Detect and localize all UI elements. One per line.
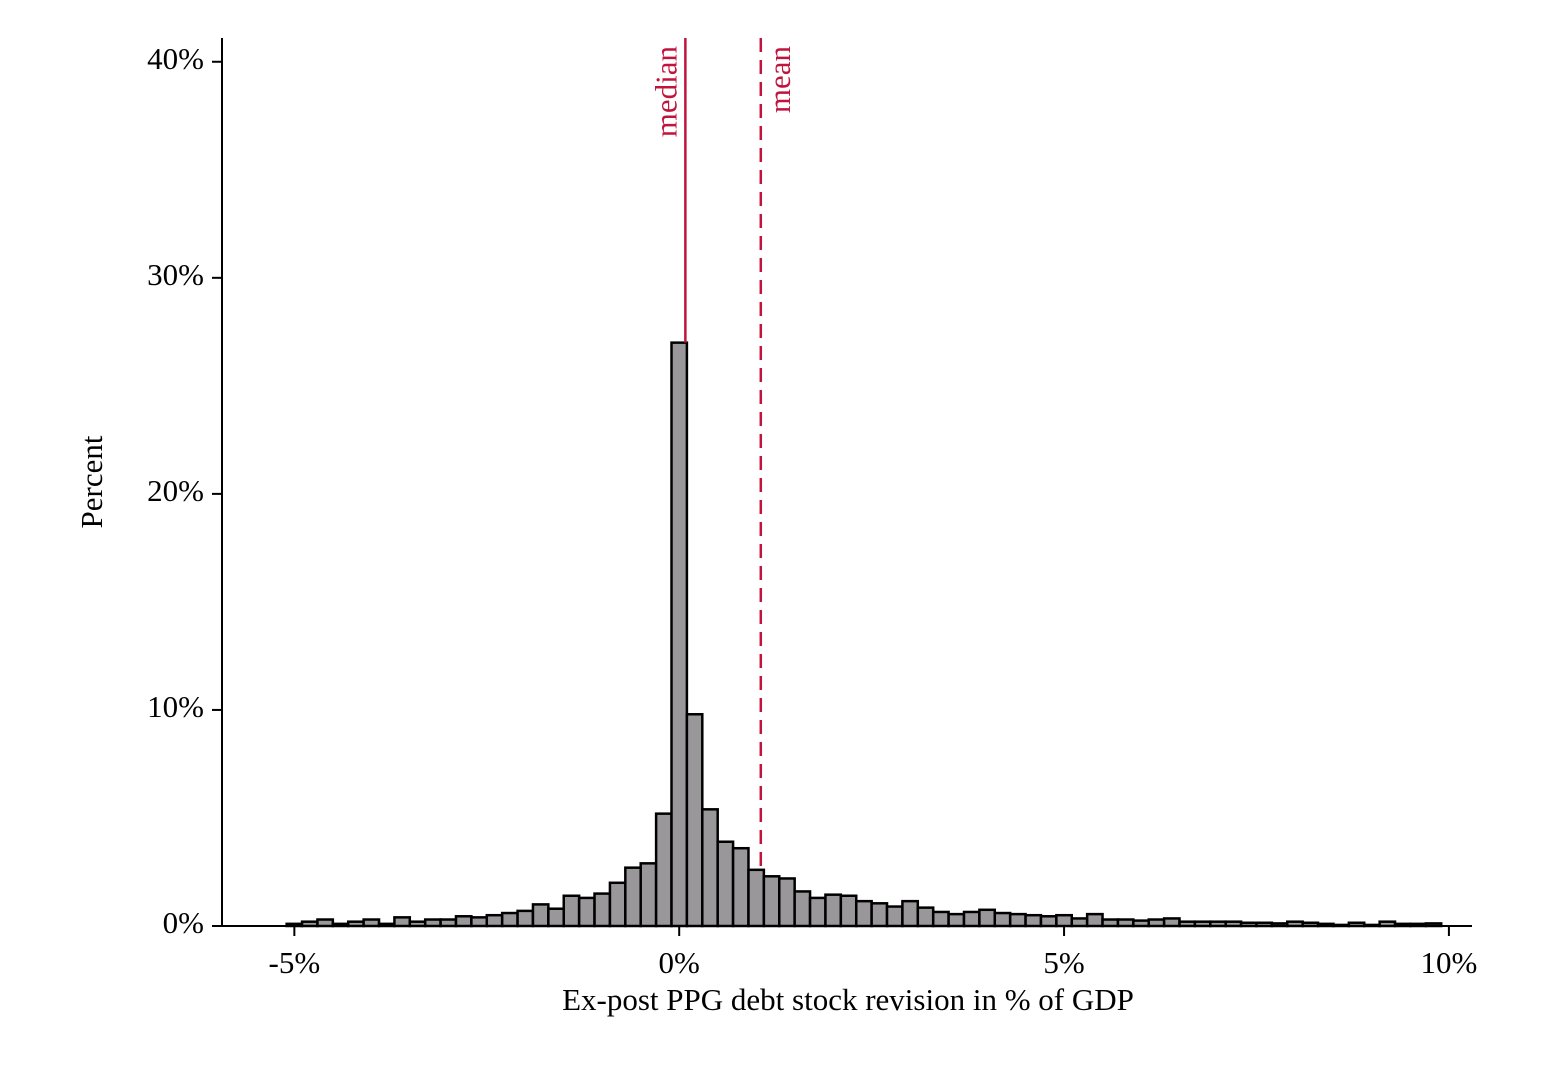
bar — [454, 915, 473, 928]
bar — [854, 899, 873, 928]
bar — [1008, 912, 1027, 928]
bar — [901, 899, 920, 928]
bar — [747, 868, 766, 928]
bar — [1055, 913, 1074, 928]
bar — [593, 892, 612, 928]
bar — [993, 911, 1012, 928]
bar — [716, 840, 735, 928]
bar — [577, 896, 596, 928]
bar — [654, 812, 673, 928]
bar — [839, 894, 858, 928]
bar — [762, 875, 781, 928]
y-axis-title: Percent — [74, 435, 109, 528]
x-tick-label: 0% — [659, 945, 700, 980]
bar — [1039, 915, 1058, 928]
bar — [500, 911, 519, 928]
bar — [1070, 917, 1089, 928]
bar — [978, 908, 997, 928]
y-tick-label: 10% — [147, 689, 204, 724]
bar — [947, 912, 966, 928]
bar — [962, 910, 981, 928]
bar — [808, 896, 827, 928]
y-tick-label: 0% — [163, 905, 204, 940]
bar — [778, 877, 796, 928]
y-tick-label: 20% — [147, 473, 204, 508]
bar — [547, 907, 565, 928]
bar — [793, 890, 812, 928]
bar — [685, 713, 704, 928]
bar — [1162, 917, 1181, 928]
bar — [670, 341, 689, 928]
x-axis-title: Ex-post PPG debt stock revision in % of … — [562, 982, 1134, 1017]
bar — [870, 902, 889, 928]
bar — [931, 910, 950, 928]
reference-label: mean — [762, 46, 797, 114]
bar — [608, 881, 627, 928]
x-tick-label: 10% — [1420, 945, 1477, 980]
bar — [531, 903, 550, 928]
bar — [824, 893, 843, 928]
bar — [624, 866, 642, 928]
bar — [393, 916, 412, 928]
bar — [470, 916, 489, 928]
bar — [562, 894, 581, 928]
x-tick-label: -5% — [269, 945, 321, 980]
y-tick-label: 30% — [147, 257, 204, 292]
bar — [885, 905, 904, 928]
bar — [1024, 913, 1043, 928]
y-tick-label: 40% — [147, 41, 204, 76]
bar — [639, 862, 658, 928]
bar — [731, 846, 750, 928]
x-tick-label: 5% — [1043, 945, 1084, 980]
bar — [701, 808, 719, 928]
reference-label: median — [648, 46, 683, 138]
bar — [916, 906, 935, 928]
bar — [485, 913, 504, 928]
bar — [516, 909, 535, 928]
bar — [1085, 912, 1104, 928]
